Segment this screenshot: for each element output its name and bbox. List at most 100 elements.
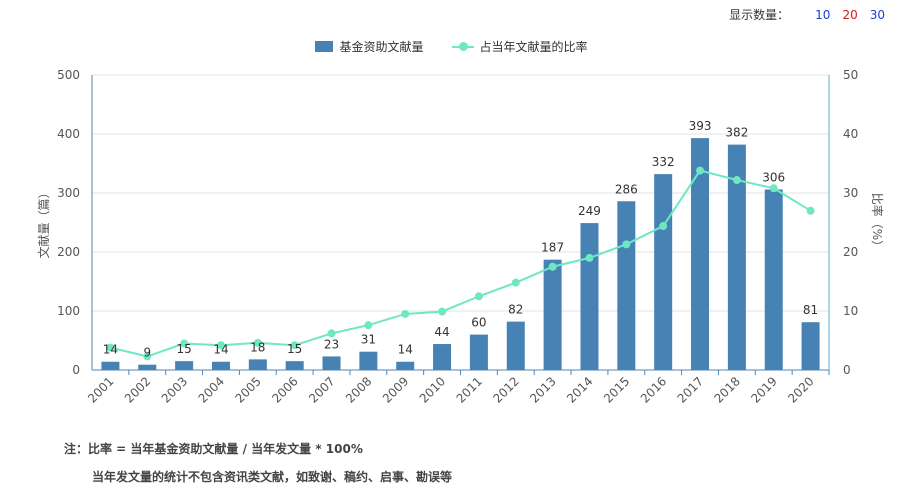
y2-tick-label: 20 <box>843 245 858 259</box>
ratio-point-2018 <box>732 176 741 185</box>
y-tick-label: 200 <box>57 245 80 259</box>
x-tick-label: 2008 <box>343 374 374 405</box>
bar-value-label: 18 <box>250 340 265 354</box>
bar-value-label: 306 <box>762 170 785 184</box>
bar-2020 <box>801 322 820 370</box>
x-tick-label: 2019 <box>748 374 779 405</box>
ratio-point-2012 <box>511 278 520 287</box>
bar-2010 <box>433 344 452 370</box>
x-tick-label: 2001 <box>85 374 116 405</box>
bar-2014 <box>580 223 599 370</box>
bar-value-label: 187 <box>541 241 564 255</box>
x-tick-label: 2003 <box>159 374 190 405</box>
x-tick-label: 2016 <box>638 374 669 405</box>
legend-item-line[interactable]: 占当年文献量的比率 <box>451 38 588 55</box>
ratio-point-2016 <box>659 222 668 231</box>
x-tick-label: 2004 <box>196 374 227 405</box>
y2-axis-title: 比率（%） <box>870 193 885 252</box>
x-tick-label: 2011 <box>454 374 485 405</box>
ratio-point-2009 <box>401 309 410 318</box>
legend-item-bar[interactable]: 基金资助文献量 <box>315 38 424 55</box>
legend-line-swatch <box>451 41 474 52</box>
display-count-control: 显示数量： 10 20 30 <box>729 6 885 23</box>
y-tick-label: 500 <box>57 68 80 82</box>
x-tick-label: 2014 <box>564 374 595 405</box>
display-count-option-30[interactable]: 30 <box>869 7 885 22</box>
bar-2001 <box>101 361 120 370</box>
display-count-option-20[interactable]: 20 <box>842 7 858 22</box>
note-line-2: 当年发文量的统计不包含资讯类文献，如致谢、稿约、启事、勘误等 <box>92 470 453 484</box>
bar-2007 <box>322 356 341 370</box>
bar-2016 <box>654 174 673 370</box>
ratio-point-2002 <box>143 352 152 361</box>
ratio-point-2019 <box>769 184 778 193</box>
y2-tick-label: 10 <box>843 304 858 318</box>
x-tick-label: 2012 <box>490 374 521 405</box>
bar-value-label: 14 <box>398 343 413 357</box>
x-tick-label: 2009 <box>380 374 411 405</box>
ratio-line <box>110 169 812 358</box>
bar-2008 <box>359 351 378 370</box>
bar-value-label: 249 <box>578 204 601 218</box>
y2-tick-label: 30 <box>843 186 858 200</box>
y-tick-label: 400 <box>57 127 80 141</box>
bar-2003 <box>175 361 194 370</box>
bar-2018 <box>727 144 746 370</box>
ratio-point-2010 <box>438 307 447 316</box>
y-tick-label: 300 <box>57 186 80 200</box>
legend-bar-swatch <box>315 41 334 52</box>
x-tick-label: 2013 <box>527 374 558 405</box>
y2-tick-label: 40 <box>843 127 858 141</box>
ratio-point-2020 <box>806 206 815 215</box>
bar-value-label: 9 <box>143 346 151 360</box>
display-count-option-10[interactable]: 10 <box>815 7 831 22</box>
legend-bar-label: 基金资助文献量 <box>339 40 424 54</box>
ratio-point-2013 <box>548 262 557 271</box>
y-tick-label: 100 <box>57 304 80 318</box>
ratio-point-2006 <box>290 341 299 350</box>
bar-2012 <box>506 321 525 370</box>
bar-value-label: 81 <box>803 303 818 317</box>
ratio-point-2008 <box>364 321 373 330</box>
bar-2002 <box>138 364 157 370</box>
bar-value-label: 82 <box>508 303 523 317</box>
y-tick-label: 0 <box>72 363 80 377</box>
ratio-point-2007 <box>327 329 336 338</box>
display-count-label: 显示数量： <box>729 8 790 22</box>
bar-2005 <box>248 359 267 370</box>
bar-value-label: 31 <box>361 333 376 347</box>
bar-2004 <box>211 361 230 370</box>
y-axis-title: 文献量（篇） <box>36 186 51 258</box>
x-tick-label: 2020 <box>785 374 816 405</box>
bar-2009 <box>396 361 415 370</box>
ratio-point-2001 <box>106 343 115 352</box>
ratio-point-2014 <box>585 253 594 262</box>
x-tick-label: 2002 <box>122 374 153 405</box>
bar-2013 <box>543 259 562 370</box>
bar-value-label: 14 <box>103 343 118 357</box>
bar-value-label: 286 <box>615 182 638 196</box>
bar-2017 <box>691 138 710 370</box>
ratio-point-2015 <box>622 240 631 249</box>
bar-value-label: 15 <box>176 342 191 356</box>
ratio-point-2005 <box>253 338 262 347</box>
x-tick-label: 2007 <box>306 374 337 405</box>
bar-2019 <box>764 189 783 370</box>
bar-2015 <box>617 201 636 370</box>
chart-legend: 基金资助文献量 占当年文献量的比率 <box>0 38 903 55</box>
bar-value-label: 393 <box>689 119 712 133</box>
bar-value-label: 15 <box>287 342 302 356</box>
y2-tick-label: 0 <box>843 363 851 377</box>
ratio-point-2003 <box>180 339 189 348</box>
bar-2011 <box>469 334 488 370</box>
legend-line-label: 占当年文献量的比率 <box>479 40 588 54</box>
ratio-point-2011 <box>474 292 483 301</box>
x-tick-label: 2005 <box>232 374 263 405</box>
y2-tick-label: 50 <box>843 68 858 82</box>
bar-value-label: 382 <box>725 126 748 140</box>
ratio-point-2004 <box>216 341 225 350</box>
bar-value-label: 44 <box>434 325 449 339</box>
bar-2006 <box>285 361 304 370</box>
x-tick-label: 2018 <box>711 374 742 405</box>
